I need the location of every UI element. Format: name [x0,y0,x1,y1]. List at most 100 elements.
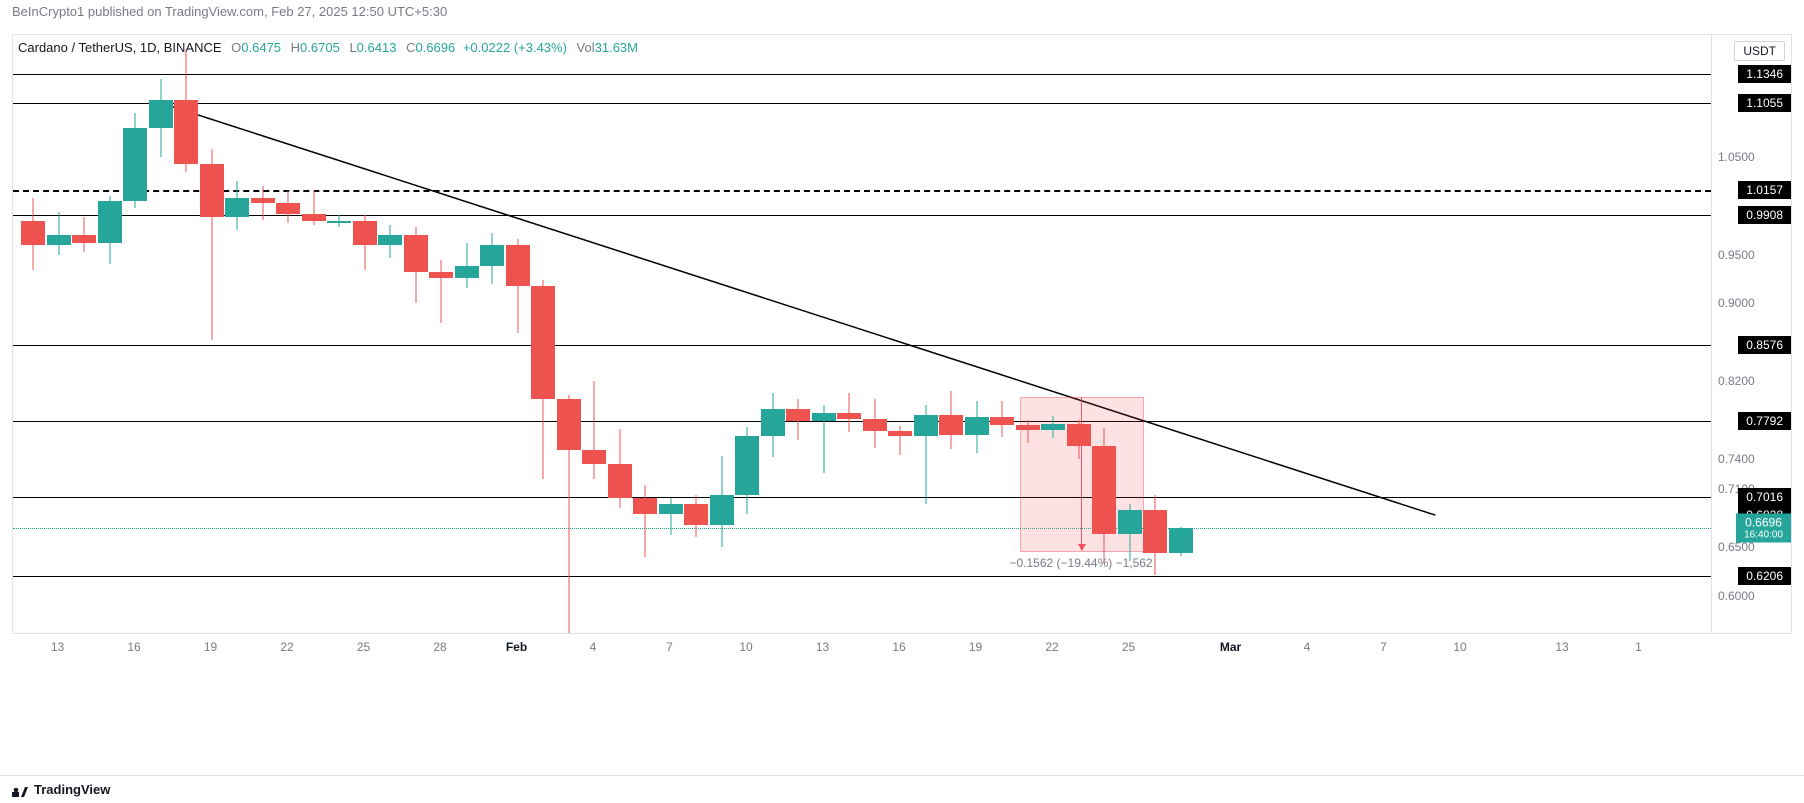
candle[interactable] [302,35,326,633]
candle-body [863,419,887,431]
candle-body [302,214,326,222]
candle-body [914,415,938,436]
candle-body [1041,424,1065,430]
candle-body [123,128,147,201]
x-tick-label: 7 [1380,640,1387,654]
candle[interactable] [276,35,300,633]
price-level-tag[interactable]: 1.1346 [1738,65,1791,83]
candle-body [506,245,530,286]
candle-body [327,221,351,223]
x-tick-label: 4 [1304,640,1311,654]
candle[interactable] [888,35,912,633]
x-tick-label: 22 [280,640,293,654]
price-level-tag[interactable]: 0.6206 [1738,567,1791,585]
candle[interactable] [557,35,581,633]
candle-body [684,504,708,524]
candle[interactable] [863,35,887,633]
y-axis[interactable]: USDT 1.05000.95000.90000.82000.74000.710… [1712,34,1792,634]
candle-body [251,198,275,203]
x-tick-label: 19 [969,640,982,654]
candle[interactable] [761,35,785,633]
x-tick-label: 10 [739,640,752,654]
price-level-tag[interactable]: 0.7016 [1738,488,1791,506]
candle[interactable] [837,35,861,633]
x-tick-label: 1 [1635,640,1642,654]
candle[interactable] [531,35,555,633]
candle-body [98,201,122,243]
candle[interactable] [812,35,836,633]
candle[interactable] [98,35,122,633]
candle[interactable] [1067,35,1091,633]
candle[interactable] [404,35,428,633]
candle[interactable] [965,35,989,633]
candle[interactable] [21,35,45,633]
candle-body [225,198,249,218]
x-tick-label: 22 [1045,640,1058,654]
candle[interactable] [659,35,683,633]
candle-body [378,235,402,245]
candle[interactable] [1041,35,1065,633]
chart-plot-area[interactable]: −0.1562 (−19.44%) −1,562 [12,34,1712,634]
candle[interactable] [480,35,504,633]
price-level-tag[interactable]: 0.7792 [1738,412,1791,430]
price-level-tag[interactable]: 1.0157 [1738,181,1791,199]
candle[interactable] [1118,35,1142,633]
candle[interactable] [786,35,810,633]
candle[interactable] [914,35,938,633]
candle[interactable] [123,35,147,633]
candle-body [633,498,657,514]
candle-body [276,203,300,214]
candle[interactable] [684,35,708,633]
price-level-tag[interactable]: 1.1055 [1738,94,1791,112]
candle[interactable] [710,35,734,633]
candle[interactable] [939,35,963,633]
candle[interactable] [327,35,351,633]
candle[interactable] [455,35,479,633]
price-level-tag[interactable]: 0.9908 [1738,206,1791,224]
candle-body [990,417,1014,425]
candle[interactable] [47,35,71,633]
candle-body [353,221,377,244]
candle[interactable] [72,35,96,633]
candle-body [582,450,606,465]
candle[interactable] [633,35,657,633]
current-price-tag[interactable]: 0.669616:40:00 [1736,514,1791,543]
candle[interactable] [200,35,224,633]
candle-body [174,100,198,163]
x-tick-label: Mar [1220,640,1241,654]
candle[interactable] [429,35,453,633]
candle-body [659,504,683,514]
candle[interactable] [378,35,402,633]
y-tick-label: 0.9000 [1718,296,1755,310]
candle[interactable] [608,35,632,633]
x-tick-label: 16 [127,640,140,654]
candle[interactable] [506,35,530,633]
candle[interactable] [251,35,275,633]
candle-body [47,235,71,245]
candle-body [965,417,989,435]
x-tick-label: Feb [506,640,527,654]
candle[interactable] [1092,35,1116,633]
tradingview-logo-icon [12,785,28,795]
candle[interactable] [174,35,198,633]
y-tick-label: 1.0500 [1718,150,1755,164]
candle-body [812,413,836,422]
candle[interactable] [1143,35,1167,633]
candle[interactable] [1016,35,1040,633]
candle-body [531,286,555,399]
currency-button[interactable]: USDT [1734,41,1785,61]
candle[interactable] [353,35,377,633]
candle-body [837,413,861,420]
candle-body [735,436,759,495]
candle[interactable] [225,35,249,633]
price-level-tag[interactable]: 0.8576 [1738,336,1791,354]
candle[interactable] [735,35,759,633]
candle-wick [441,260,442,322]
candle-body [149,100,173,127]
candle[interactable] [1169,35,1193,633]
x-axis[interactable]: 131619222528Feb47101316192225Mar4710131 [12,634,1712,674]
candle[interactable] [582,35,606,633]
candle[interactable] [149,35,173,633]
candle-body [200,164,224,218]
candle[interactable] [990,35,1014,633]
